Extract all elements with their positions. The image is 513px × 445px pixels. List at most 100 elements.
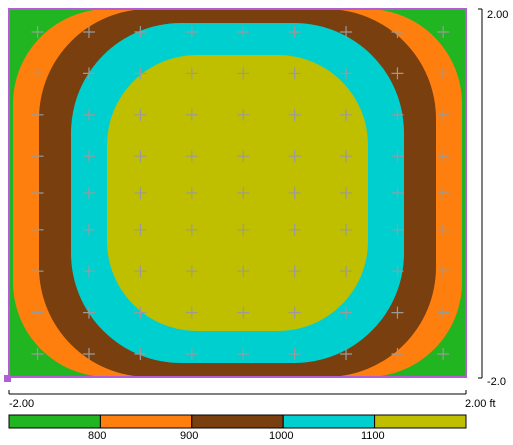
- grid-marker: [82, 67, 95, 80]
- grid-marker: [237, 150, 250, 163]
- grid-marker: [82, 306, 95, 319]
- legend-label-800: 800: [88, 430, 107, 442]
- grid-marker: [340, 348, 353, 360]
- grid-marker: [437, 306, 450, 319]
- grid-marker: [185, 306, 198, 319]
- grid-marker: [82, 26, 95, 38]
- selection-handle[interactable]: [4, 375, 11, 382]
- grid-marker: [237, 348, 250, 360]
- grid-marker: [185, 187, 198, 199]
- grid-marker: [437, 187, 450, 199]
- grid-marker: [288, 108, 301, 121]
- grid-marker: [391, 223, 404, 236]
- grid-marker: [391, 67, 404, 80]
- grid-marker: [134, 26, 147, 38]
- grid-marker: [185, 265, 198, 278]
- legend-label-900: 900: [180, 430, 199, 442]
- grid-marker: [288, 187, 301, 199]
- grid-marker: [134, 108, 147, 121]
- grid-marker: [237, 187, 250, 199]
- grid-marker: [340, 306, 353, 319]
- grid-marker: [31, 348, 44, 360]
- grid-marker: [391, 265, 404, 278]
- plot-frame: [8, 8, 467, 378]
- legend-label-1100: 1100: [361, 430, 385, 442]
- grid-marker: [134, 150, 147, 163]
- x-axis-min-label: -2.00: [9, 398, 35, 410]
- grid-marker: [340, 265, 353, 278]
- grid-marker: [134, 265, 147, 278]
- grid-marker: [437, 150, 450, 163]
- grid-marker: [82, 348, 95, 360]
- grid-marker: [185, 108, 198, 121]
- grid-marker: [237, 265, 250, 278]
- legend-label-1000: 1000: [269, 430, 294, 442]
- grid-marker: [437, 108, 450, 121]
- grid-marker: [31, 187, 44, 199]
- grid-marker: [237, 306, 250, 319]
- grid-marker: [237, 108, 250, 121]
- grid-marker: [237, 67, 250, 80]
- grid-marker: [288, 150, 301, 163]
- grid-marker: [82, 150, 95, 163]
- axes: [8, 8, 483, 395]
- y-axis-min-label: -2.0: [487, 376, 506, 388]
- grid-marker: [391, 306, 404, 319]
- grid-marker: [31, 26, 44, 38]
- grid-marker: [340, 187, 353, 199]
- grid-marker: [437, 223, 450, 236]
- grid-marker: [391, 348, 404, 360]
- grid-marker: [31, 67, 44, 80]
- grid-marker: [391, 108, 404, 121]
- grid-marker: [288, 26, 301, 38]
- grid-marker: [340, 150, 353, 163]
- grid-marker: [237, 223, 250, 236]
- grid-marker: [185, 26, 198, 38]
- grid-marker: [134, 306, 147, 319]
- legend-swatch: [99, 414, 193, 429]
- grid-marker: [437, 348, 450, 360]
- grid-marker: [391, 150, 404, 163]
- grid-marker: [288, 67, 301, 80]
- y-axis-max-label: 2.00: [487, 9, 509, 21]
- grid-marker: [31, 223, 44, 236]
- grid-marker: [437, 67, 450, 80]
- grid-marker: [82, 108, 95, 121]
- grid-marker: [134, 223, 147, 236]
- grid-marker: [391, 26, 404, 38]
- grid-markers: [31, 26, 450, 360]
- grid-marker: [340, 26, 353, 38]
- grid-marker: [340, 67, 353, 80]
- grid-marker: [82, 187, 95, 199]
- grid-marker: [391, 187, 404, 199]
- legend-swatch: [8, 414, 101, 429]
- grid-marker: [340, 223, 353, 236]
- grid-marker: [237, 26, 250, 38]
- grid-marker: [185, 150, 198, 163]
- grid-marker: [185, 223, 198, 236]
- legend-swatch: [191, 414, 284, 429]
- grid-marker: [185, 348, 198, 360]
- grid-marker: [288, 223, 301, 236]
- grid-marker: [134, 67, 147, 80]
- grid-marker: [31, 108, 44, 121]
- grid-marker: [134, 348, 147, 360]
- grid-marker: [288, 348, 301, 360]
- grid-marker: [82, 223, 95, 236]
- grid-marker: [31, 265, 44, 278]
- grid-marker: [437, 26, 450, 38]
- grid-marker: [134, 187, 147, 199]
- grid-marker: [437, 265, 450, 278]
- x-axis-max-label: 2.00 ft: [465, 398, 496, 410]
- legend-swatch: [374, 414, 467, 429]
- grid-marker: [31, 150, 44, 163]
- grid-marker: [31, 306, 44, 319]
- grid-marker: [288, 306, 301, 319]
- grid-marker: [288, 265, 301, 278]
- grid-marker: [185, 67, 198, 80]
- grid-marker: [82, 265, 95, 278]
- legend-swatch: [282, 414, 376, 429]
- grid-marker: [340, 108, 353, 121]
- color-legend: [8, 414, 467, 429]
